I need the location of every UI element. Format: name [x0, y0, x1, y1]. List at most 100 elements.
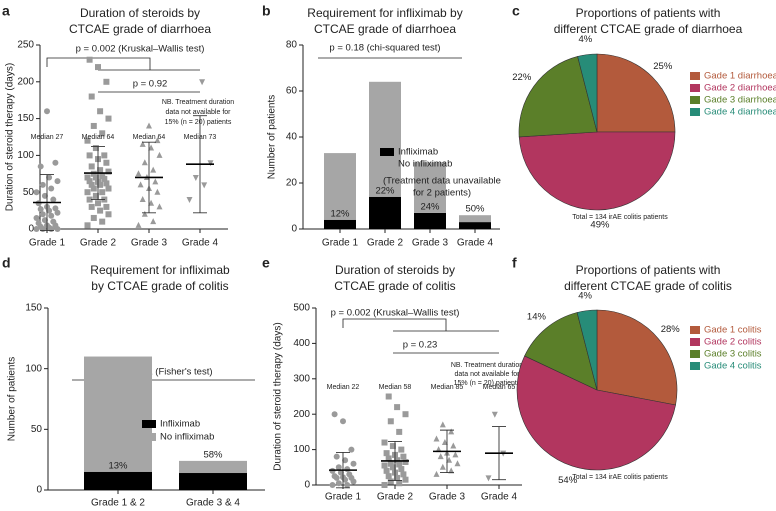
data-point	[329, 482, 336, 488]
slice-label: 49%	[590, 219, 610, 230]
panel-letter: a	[2, 3, 10, 19]
data-point	[201, 182, 208, 189]
x-tick-label: Grade 1	[29, 238, 66, 249]
x-tick-label: Grade 3	[131, 238, 168, 249]
chart-title: different CTCAE grade of colitis	[564, 279, 732, 293]
percent-label: 58%	[203, 449, 223, 460]
test-label: p = 0.23	[403, 340, 438, 351]
legend-swatch	[142, 420, 156, 428]
data-point	[454, 460, 461, 467]
chart-title: by CTCAE grade of colitis	[91, 279, 228, 293]
data-point	[439, 421, 446, 428]
legend-swatch	[690, 72, 700, 80]
data-point	[387, 418, 394, 425]
data-point	[342, 457, 349, 464]
data-point	[344, 466, 351, 473]
data-point	[44, 108, 50, 115]
data-point	[156, 151, 163, 158]
median-label: Median 85	[431, 384, 464, 391]
y-tick-label: 500	[293, 303, 310, 314]
legend-label: Gade 4 colitis	[704, 361, 762, 372]
legend-label: Gade 2 diarrhoea	[704, 83, 776, 94]
data-point	[396, 461, 403, 468]
data-point	[394, 404, 401, 411]
data-point	[433, 435, 440, 442]
percent-label: 12%	[330, 208, 350, 219]
data-point	[154, 137, 161, 144]
slice-label: 54%	[558, 475, 578, 486]
bar-segment	[459, 222, 491, 229]
panel-letter: c	[512, 3, 520, 19]
panel-letter: b	[262, 3, 271, 19]
data-point	[448, 428, 455, 435]
test-bracket	[342, 318, 499, 332]
data-point	[150, 218, 157, 225]
data-point	[46, 174, 53, 181]
median-label: Median 27	[31, 134, 64, 141]
legend-label: Gade 3 colitis	[704, 349, 762, 360]
legend-swatch	[690, 84, 700, 92]
legend-swatch	[690, 338, 700, 346]
data-point	[90, 185, 97, 192]
data-point	[41, 192, 48, 199]
data-point	[398, 446, 405, 453]
data-point	[105, 211, 112, 218]
data-point	[135, 221, 142, 228]
bar-segment	[179, 473, 247, 490]
data-point	[402, 411, 409, 418]
data-point	[398, 466, 405, 473]
legend-label: Gade 3 diarrhoea	[704, 95, 776, 106]
data-point	[35, 220, 42, 227]
legend-swatch	[380, 160, 394, 168]
pie-slice	[524, 312, 598, 391]
pie-slice	[596, 309, 678, 406]
data-point	[396, 480, 403, 487]
x-tick-label: Grade 1	[322, 238, 359, 249]
data-point	[152, 178, 159, 185]
chart-title: CTCAE grade of colitis	[334, 279, 455, 293]
data-point	[92, 145, 99, 152]
data-point	[148, 144, 155, 151]
pie-slice	[596, 53, 676, 133]
data-point	[139, 196, 146, 203]
data-point	[381, 439, 388, 446]
bar-segment	[369, 196, 401, 229]
y-tick-label: 0	[36, 485, 42, 496]
data-point	[105, 168, 112, 175]
data-point	[346, 471, 353, 478]
y-tick-label: 250	[17, 40, 34, 51]
data-point	[95, 200, 101, 207]
data-point	[101, 152, 108, 159]
percent-label: 50%	[465, 204, 485, 215]
slice-label: 4%	[578, 290, 592, 301]
data-point	[50, 218, 57, 225]
y-axis-label: Duration of steroid therapy (days)	[273, 322, 284, 470]
note: (Treatment data unavailable	[383, 176, 501, 187]
data-point	[186, 197, 193, 204]
data-point	[141, 159, 148, 166]
median-label: Median 58	[379, 384, 412, 391]
x-tick-label: Grade 3	[429, 492, 466, 503]
data-point	[337, 469, 344, 476]
data-point	[199, 79, 206, 86]
data-point	[148, 199, 155, 206]
x-tick-label: Grade 3	[412, 238, 449, 249]
bar-segment	[324, 153, 356, 220]
data-point	[450, 442, 457, 449]
data-point	[437, 453, 444, 460]
legend-swatch	[380, 148, 394, 156]
y-tick-label: 100	[17, 150, 34, 161]
data-point	[86, 196, 93, 203]
pie-slice	[518, 131, 676, 211]
data-point	[88, 163, 95, 170]
percent-label: 24%	[420, 201, 440, 212]
data-point	[400, 453, 407, 460]
y-tick-label: 300	[293, 373, 310, 384]
data-point	[348, 446, 355, 453]
y-tick-label: 150	[25, 303, 42, 314]
data-point	[105, 185, 112, 192]
data-point	[103, 203, 110, 210]
data-point	[452, 451, 459, 458]
bar-segment	[84, 356, 152, 472]
